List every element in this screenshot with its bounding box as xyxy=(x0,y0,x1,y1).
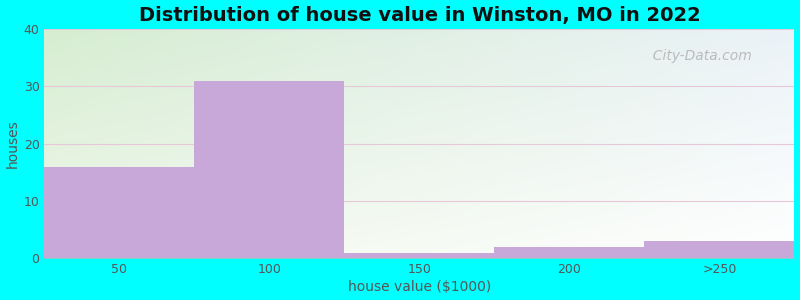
Bar xyxy=(45,167,194,258)
Bar xyxy=(645,241,794,258)
Bar xyxy=(494,247,645,258)
Text: City-Data.com: City-Data.com xyxy=(645,50,752,63)
Bar xyxy=(345,253,494,258)
Bar xyxy=(194,80,345,258)
Title: Distribution of house value in Winston, MO in 2022: Distribution of house value in Winston, … xyxy=(138,6,700,25)
Y-axis label: houses: houses xyxy=(6,119,19,168)
X-axis label: house value ($1000): house value ($1000) xyxy=(348,280,491,294)
